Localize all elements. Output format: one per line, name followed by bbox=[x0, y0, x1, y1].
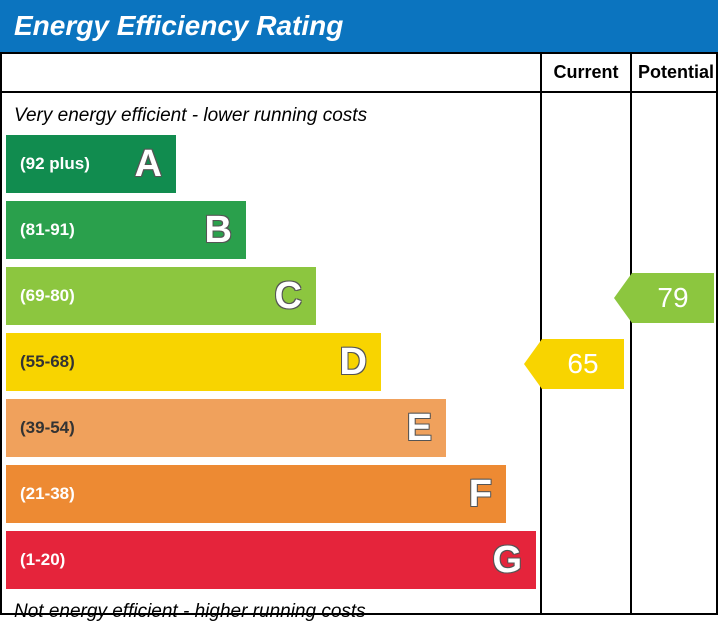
chart-title: Energy Efficiency Rating bbox=[14, 10, 343, 41]
current-column: 65 bbox=[540, 93, 630, 613]
band-range-b: (81-91) bbox=[6, 220, 205, 240]
col-header-main bbox=[2, 52, 540, 93]
band-letter-e: E bbox=[407, 409, 446, 447]
band-range-a: (92 plus) bbox=[6, 154, 135, 174]
potential-value: 79 bbox=[632, 273, 714, 323]
bottom-note: Not energy efficient - higher running co… bbox=[2, 597, 540, 627]
band-letter-c: C bbox=[275, 277, 316, 315]
potential-column: 79 bbox=[630, 93, 718, 613]
top-note: Very energy efficient - lower running co… bbox=[2, 101, 540, 131]
band-range-e: (39-54) bbox=[6, 418, 407, 438]
potential-pointer-arrow bbox=[614, 273, 632, 323]
band-letter-a: A bbox=[135, 145, 176, 183]
col-header-potential: Potential bbox=[630, 52, 718, 93]
band-c: (69-80)C bbox=[6, 267, 316, 325]
band-range-f: (21-38) bbox=[6, 484, 469, 504]
epc-chart: Energy Efficiency Rating Current Potenti… bbox=[0, 0, 718, 619]
band-letter-d: D bbox=[340, 343, 381, 381]
chart-grid: Current Potential Very energy efficient … bbox=[0, 52, 718, 615]
band-e: (39-54)E bbox=[6, 399, 446, 457]
title-bar: Energy Efficiency Rating bbox=[0, 0, 718, 52]
band-a: (92 plus)A bbox=[6, 135, 176, 193]
band-f: (21-38)F bbox=[6, 465, 506, 523]
current-pointer: 65 bbox=[524, 339, 624, 389]
band-letter-g: G bbox=[492, 541, 536, 579]
current-value: 65 bbox=[542, 339, 624, 389]
band-g: (1-20)G bbox=[6, 531, 536, 589]
col-header-current: Current bbox=[540, 52, 630, 93]
band-d: (55-68)D bbox=[6, 333, 381, 391]
band-range-c: (69-80) bbox=[6, 286, 275, 306]
band-b: (81-91)B bbox=[6, 201, 246, 259]
band-letter-b: B bbox=[205, 211, 246, 249]
band-range-g: (1-20) bbox=[6, 550, 492, 570]
band-letter-f: F bbox=[469, 475, 506, 513]
band-range-d: (55-68) bbox=[6, 352, 340, 372]
bands-area: Very energy efficient - lower running co… bbox=[2, 93, 540, 613]
potential-pointer: 79 bbox=[614, 273, 714, 323]
bands-list: (92 plus)A (81-91)B (69-80)C (55-68)D (39-54… bbox=[2, 135, 540, 589]
current-pointer-arrow bbox=[524, 339, 542, 389]
